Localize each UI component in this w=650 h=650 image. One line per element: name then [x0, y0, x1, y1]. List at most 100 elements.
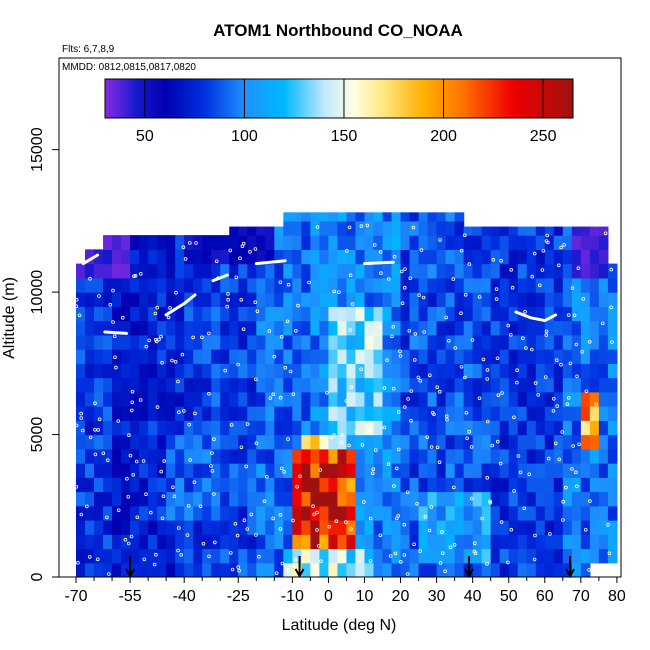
heatmap-cell — [112, 406, 122, 421]
heatmap-cell — [490, 249, 501, 265]
heatmap-cell — [517, 562, 528, 577]
heatmap-cell — [364, 306, 375, 322]
heatmap-cell — [265, 263, 275, 279]
heatmap-cell — [130, 235, 140, 250]
sample-point — [344, 249, 349, 253]
heatmap-cell — [229, 377, 239, 393]
sample-point — [445, 417, 449, 422]
heatmap-cell — [472, 491, 483, 507]
sample-point — [403, 267, 407, 271]
heatmap-cell — [274, 292, 284, 307]
heatmap-cell — [409, 505, 420, 521]
heatmap-cell — [76, 520, 86, 535]
heatmap-cell — [319, 212, 330, 222]
heatmap-cell — [130, 306, 140, 322]
heatmap-cell — [301, 306, 311, 322]
heatmap-cell — [391, 377, 402, 393]
sample-point — [568, 361, 573, 366]
heatmap-cell — [265, 548, 275, 564]
sample-point — [560, 430, 564, 434]
heatmap-cell — [373, 235, 384, 250]
sample-point — [130, 408, 134, 413]
heatmap-cell — [247, 434, 257, 450]
heatmap-cell — [85, 463, 95, 478]
heatmap-cell — [166, 505, 176, 521]
heatmap-cell — [409, 277, 420, 293]
heatmap-cell — [607, 406, 618, 421]
heatmap-cell — [157, 249, 167, 265]
heatmap-cell — [76, 562, 86, 577]
heatmap-cell — [373, 220, 384, 236]
heatmap-cell — [220, 363, 230, 379]
sample-point — [160, 360, 164, 365]
heatmap-cell — [445, 349, 456, 364]
heatmap-cell — [112, 491, 122, 507]
heatmap-cell — [526, 406, 537, 421]
heatmap-cell — [535, 263, 546, 279]
heatmap-cell — [121, 420, 131, 436]
heatmap-cell — [391, 292, 402, 307]
heatmap-cell — [472, 448, 483, 464]
heatmap-cell — [103, 448, 113, 464]
heatmap-cell — [589, 534, 600, 550]
sample-point — [155, 305, 160, 310]
heatmap-cell — [598, 263, 609, 279]
heatmap-cell — [247, 249, 257, 265]
heatmap-cell — [292, 463, 302, 478]
heatmap-cell — [175, 363, 185, 379]
sample-point — [378, 533, 383, 538]
sample-point — [515, 380, 519, 385]
heatmap-cell — [130, 463, 140, 478]
heatmap-cell — [265, 363, 275, 379]
heatmap-cell — [184, 548, 194, 564]
heatmap-cell — [427, 520, 438, 535]
heatmap-cell — [472, 363, 483, 379]
heatmap-cell — [274, 477, 284, 493]
heatmap-cell — [211, 520, 221, 535]
heatmap-cell — [490, 349, 501, 364]
heatmap-cell — [292, 235, 302, 250]
heatmap-cell — [319, 491, 330, 507]
heatmap-cell — [229, 391, 239, 407]
sample-point — [360, 443, 365, 447]
heatmap-cell — [256, 477, 266, 493]
sample-point — [139, 271, 143, 276]
sample-point — [382, 386, 387, 390]
heatmap-cell — [130, 263, 140, 279]
heatmap-cell — [121, 263, 131, 279]
heatmap-cell — [229, 434, 239, 450]
heatmap-cell — [301, 420, 311, 436]
heatmap-cell — [229, 463, 239, 478]
heatmap-cell — [130, 249, 140, 265]
heatmap-cell — [319, 534, 330, 550]
heatmap-cell — [193, 377, 203, 393]
heatmap-cell — [274, 491, 284, 507]
heatmap-cell — [265, 520, 275, 535]
heatmap-cell — [580, 391, 591, 407]
sample-point — [144, 492, 148, 497]
sample-point — [473, 551, 478, 555]
heatmap-cell — [553, 520, 564, 535]
heatmap-cell — [598, 277, 609, 293]
heatmap-cell — [598, 534, 609, 550]
heatmap-cell — [436, 434, 447, 450]
heatmap-cell — [112, 548, 122, 564]
heatmap-cell — [175, 534, 185, 550]
heatmap-cell — [247, 292, 257, 307]
sample-point — [88, 276, 92, 281]
heatmap-cell — [85, 477, 95, 493]
heatmap-cell — [292, 505, 302, 521]
sample-point — [172, 494, 177, 499]
heatmap-cell — [148, 349, 158, 364]
sample-point — [274, 571, 279, 575]
heatmap-cell — [346, 491, 357, 507]
heatmap-cell — [391, 505, 402, 521]
heatmap-cell — [535, 463, 546, 478]
sample-point — [570, 467, 574, 471]
heatmap-cell — [553, 306, 564, 322]
heatmap-cell — [418, 320, 429, 336]
heatmap-cell — [454, 420, 465, 436]
colorbar: 50 100 150 200 250 — [104, 78, 574, 145]
sample-point — [587, 339, 592, 344]
heatmap-cell — [562, 235, 573, 250]
